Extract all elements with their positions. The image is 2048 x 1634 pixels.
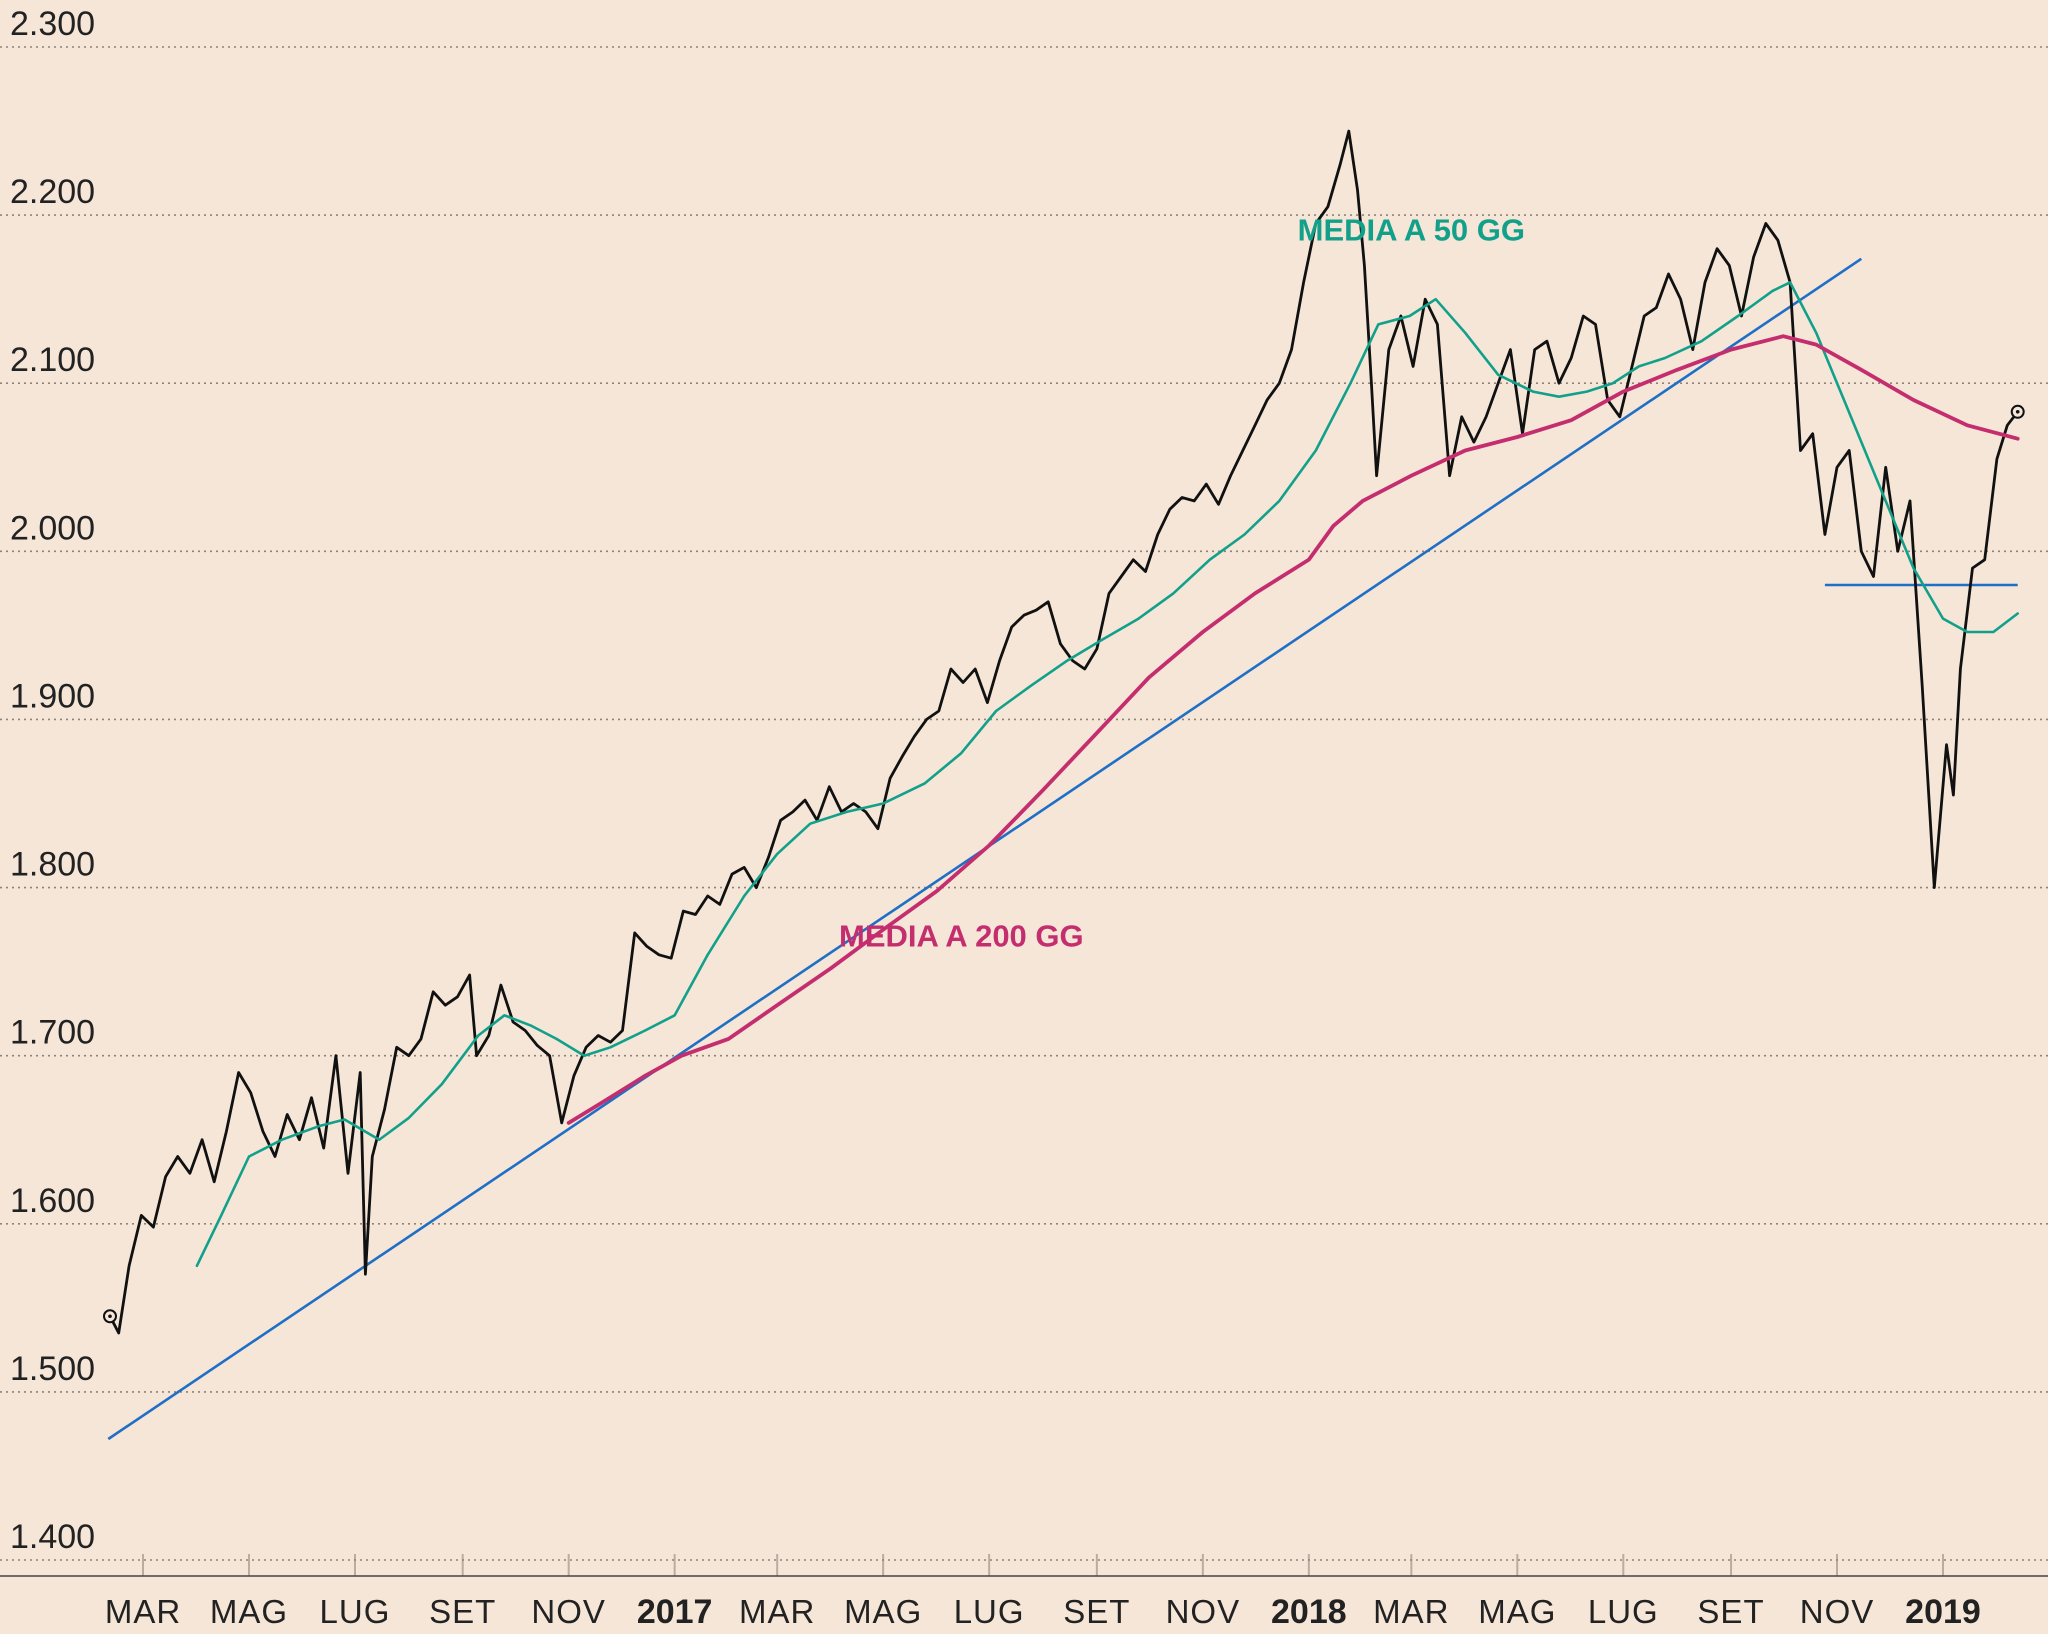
x-tick-label: LUG [1588, 1593, 1659, 1630]
index-price-line [108, 129, 2020, 1335]
x-tick-label: MAR [739, 1593, 815, 1630]
x-tick-label: LUG [320, 1593, 391, 1630]
series-lines [108, 129, 2020, 1335]
y-tick-label: 1.800 [10, 846, 95, 884]
moving-average-200-line [566, 334, 2020, 1125]
x-tick-label: SET [429, 1593, 496, 1630]
y-tick-label: 2.200 [10, 173, 95, 211]
endpoint-marker-dot [108, 1314, 112, 1319]
series-annotations: MEDIA A 50 GG MEDIA A 200 GG [839, 212, 1525, 953]
x-tick-label: MAG [844, 1593, 922, 1630]
horizontal-gridlines [0, 46, 2048, 1561]
x-tick-label: NOV [1800, 1593, 1875, 1630]
series-annotation: MEDIA A 50 GG [1298, 212, 1525, 247]
y-tick-label: 1.900 [10, 677, 95, 715]
trendlines [107, 257, 2018, 1441]
y-tick-label: 1.400 [10, 1518, 95, 1556]
x-tick-label: LUG [954, 1593, 1025, 1630]
y-tick-label: 2.300 [10, 5, 95, 43]
x-tick-label: NOV [531, 1593, 606, 1630]
vertical-gridlines [142, 1554, 1944, 1576]
y-axis-tick-labels: 1.400 1.500 1.600 1.700 1.800 1.900 2.000 2.100… [10, 5, 95, 1556]
x-tick-label: 2018 [1271, 1593, 1347, 1631]
moving-average-50-line [195, 281, 2019, 1268]
x-tick-label: SET [1063, 1593, 1130, 1630]
y-tick-label: 1.600 [10, 1182, 95, 1220]
x-tick-label: MAG [210, 1593, 288, 1630]
x-axis-tick-labels: MAR MAG LUG SET NOV 2017 MAR MAG LUG SET NOV 2018 MA… [105, 1593, 1981, 1631]
x-tick-label: MAR [1373, 1593, 1449, 1630]
x-tick-label: 2019 [1905, 1593, 1981, 1631]
y-tick-label: 1.700 [10, 1014, 95, 1052]
x-tick-label: SET [1697, 1593, 1764, 1630]
y-tick-label: 1.500 [10, 1350, 95, 1388]
x-tick-label: MAG [1478, 1593, 1556, 1630]
end-markers [102, 404, 2025, 1324]
x-tick-label: 2017 [637, 1593, 713, 1631]
series-annotation: MEDIA A 200 GG [839, 918, 1084, 953]
endpoint-marker-dot [2015, 410, 2020, 414]
x-tick-label: NOV [1166, 1593, 1241, 1630]
y-tick-label: 2.100 [10, 341, 95, 379]
y-tick-label: 2.000 [10, 509, 95, 547]
x-tick-label: MAR [105, 1593, 181, 1630]
